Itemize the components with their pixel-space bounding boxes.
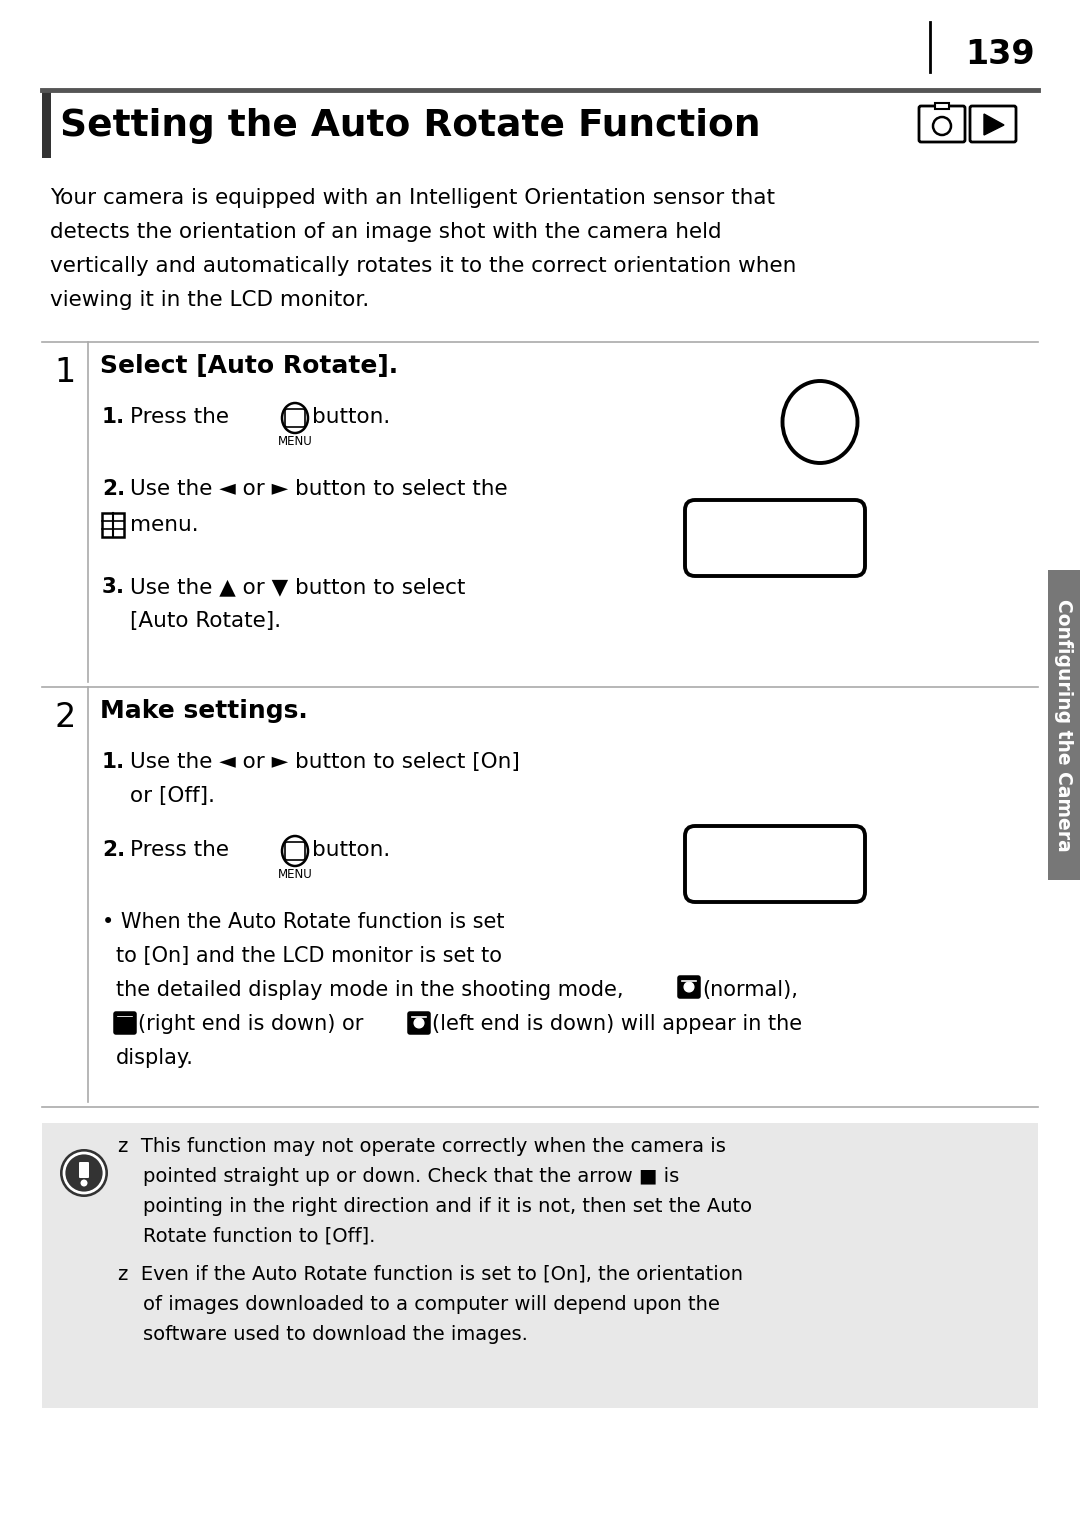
Text: display.: display. xyxy=(116,1048,194,1068)
FancyBboxPatch shape xyxy=(1048,570,1080,881)
Text: 2: 2 xyxy=(54,701,76,735)
Text: Use the ◄ or ► button to select the: Use the ◄ or ► button to select the xyxy=(130,479,508,499)
Text: (right end is down) or: (right end is down) or xyxy=(138,1015,363,1034)
Text: vertically and automatically rotates it to the correct orientation when: vertically and automatically rotates it … xyxy=(50,256,796,275)
FancyBboxPatch shape xyxy=(285,409,305,427)
Text: Use the ◄ or ► button to select [On]: Use the ◄ or ► button to select [On] xyxy=(130,751,519,773)
FancyBboxPatch shape xyxy=(79,1162,89,1177)
Text: Use the ▲ or ▼ button to select: Use the ▲ or ▼ button to select xyxy=(130,576,465,598)
Text: or [Off].: or [Off]. xyxy=(130,786,215,806)
FancyBboxPatch shape xyxy=(102,513,124,537)
Text: viewing it in the LCD monitor.: viewing it in the LCD monitor. xyxy=(50,291,369,310)
Circle shape xyxy=(414,1018,423,1028)
Circle shape xyxy=(81,1179,87,1186)
Text: Setting the Auto Rotate Function: Setting the Auto Rotate Function xyxy=(60,108,760,144)
Text: 139: 139 xyxy=(966,38,1035,71)
Text: (normal),: (normal), xyxy=(702,980,798,999)
Text: button.: button. xyxy=(312,408,390,427)
Text: pointed straight up or down. Check that the arrow ■ is: pointed straight up or down. Check that … xyxy=(118,1167,679,1186)
Text: the detailed display mode in the shooting mode,: the detailed display mode in the shootin… xyxy=(116,980,623,999)
FancyBboxPatch shape xyxy=(685,500,865,576)
Ellipse shape xyxy=(282,403,308,433)
Text: to [On] and the LCD monitor is set to: to [On] and the LCD monitor is set to xyxy=(116,946,502,966)
Ellipse shape xyxy=(282,837,308,865)
FancyBboxPatch shape xyxy=(42,90,51,158)
FancyBboxPatch shape xyxy=(408,1013,430,1033)
Text: Make settings.: Make settings. xyxy=(100,700,308,722)
Text: Press the: Press the xyxy=(130,840,229,859)
Text: Configuring the Camera: Configuring the Camera xyxy=(1054,599,1074,852)
Text: 2.: 2. xyxy=(102,479,125,499)
Text: MENU: MENU xyxy=(278,435,312,449)
Text: software used to download the images.: software used to download the images. xyxy=(118,1325,528,1345)
Text: menu.: menu. xyxy=(130,516,199,535)
Circle shape xyxy=(60,1148,108,1197)
FancyBboxPatch shape xyxy=(970,106,1016,141)
Text: MENU: MENU xyxy=(278,868,312,881)
Text: z  Even if the Auto Rotate function is set to [On], the orientation: z Even if the Auto Rotate function is se… xyxy=(118,1265,743,1284)
FancyBboxPatch shape xyxy=(42,1122,1038,1408)
Text: 2.: 2. xyxy=(102,840,125,859)
Text: 1.: 1. xyxy=(102,751,125,773)
Text: ■: ■ xyxy=(114,1015,135,1034)
FancyBboxPatch shape xyxy=(919,106,966,141)
Circle shape xyxy=(684,983,693,992)
FancyBboxPatch shape xyxy=(685,826,865,902)
Text: • When the Auto Rotate function is set: • When the Auto Rotate function is set xyxy=(102,913,504,932)
Text: 1: 1 xyxy=(54,356,76,389)
Text: [Auto Rotate].: [Auto Rotate]. xyxy=(130,611,281,631)
Circle shape xyxy=(120,1018,130,1028)
FancyBboxPatch shape xyxy=(935,103,949,110)
Text: 1.: 1. xyxy=(102,408,125,427)
Text: z  This function may not operate correctly when the camera is: z This function may not operate correctl… xyxy=(118,1138,726,1156)
Text: of images downloaded to a computer will depend upon the: of images downloaded to a computer will … xyxy=(118,1294,720,1314)
Text: Press the: Press the xyxy=(130,408,229,427)
FancyBboxPatch shape xyxy=(114,1013,135,1033)
Text: Select [Auto Rotate].: Select [Auto Rotate]. xyxy=(100,354,399,379)
Text: detects the orientation of an image shot with the camera held: detects the orientation of an image shot… xyxy=(50,222,721,242)
Text: 3.: 3. xyxy=(102,576,125,598)
Text: pointing in the right direction and if it is not, then set the Auto: pointing in the right direction and if i… xyxy=(118,1197,752,1215)
Ellipse shape xyxy=(783,380,858,462)
Text: Rotate function to [Off].: Rotate function to [Off]. xyxy=(118,1227,376,1246)
Polygon shape xyxy=(984,114,1004,135)
Text: Your camera is equipped with an Intelligent Orientation sensor that: Your camera is equipped with an Intellig… xyxy=(50,189,775,208)
Text: button.: button. xyxy=(312,840,390,859)
Text: (left end is down) will appear in the: (left end is down) will appear in the xyxy=(432,1015,802,1034)
FancyBboxPatch shape xyxy=(678,976,700,998)
FancyBboxPatch shape xyxy=(285,843,305,859)
Circle shape xyxy=(933,117,951,135)
